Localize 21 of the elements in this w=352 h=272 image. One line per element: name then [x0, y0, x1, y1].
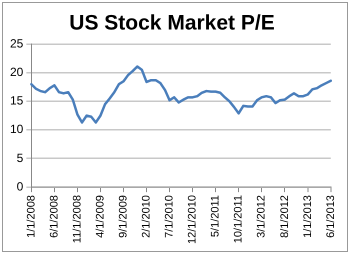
y-tick-label: 10 — [10, 122, 24, 136]
x-tick-label: 6/1/2013 — [324, 195, 337, 238]
x-tick-label: 1/1/2008 — [25, 195, 38, 238]
x-tick-label: 6/1/2008 — [48, 195, 60, 238]
chart-title: US Stock Market P/E — [69, 11, 275, 34]
x-tick-label: 10/1/2011 — [232, 195, 245, 244]
x-tick-label: 2/1/2010 — [140, 195, 153, 238]
x-tick-label: 4/1/2009 — [94, 195, 106, 238]
x-tick-label: 8/1/2012 — [278, 195, 291, 238]
y-tick-label: 20 — [10, 65, 24, 80]
y-tick-label: 5 — [16, 150, 24, 165]
x-tick-label: 3/1/2012 — [256, 195, 268, 238]
x-tick-label: 5/1/2011 — [210, 195, 222, 238]
x-tick-label: 1/1/2013 — [302, 195, 314, 238]
y-tick-label: 0 — [16, 179, 24, 194]
x-tick-label: 12/1/2010 — [186, 195, 199, 244]
y-tick-label: 15 — [10, 94, 24, 108]
x-tick-label: 11/1/2008 — [71, 195, 84, 244]
y-tick-label: 25 — [10, 36, 24, 51]
x-tick-label: 7/1/2010 — [164, 195, 176, 238]
x-tick-label: 9/1/2009 — [118, 195, 130, 238]
